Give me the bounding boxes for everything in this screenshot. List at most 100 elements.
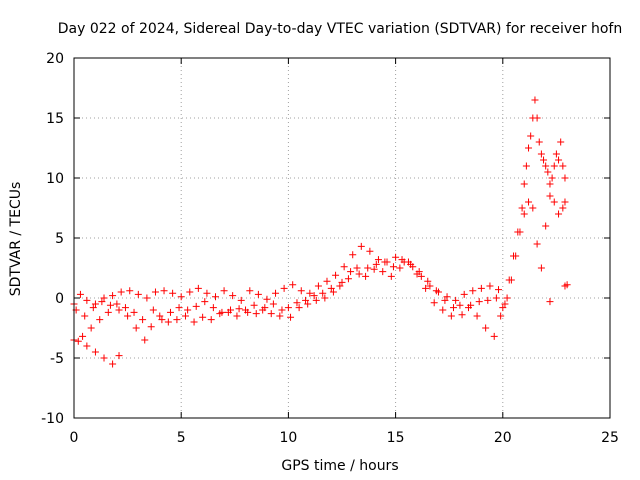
data-point [522, 162, 530, 170]
data-point [540, 156, 548, 164]
data-point [263, 295, 271, 303]
data-point [452, 296, 460, 304]
data-point [544, 168, 552, 176]
data-point [276, 312, 284, 320]
data-point [207, 316, 215, 324]
data-point [398, 256, 406, 264]
data-point [169, 289, 177, 297]
data-point [503, 294, 511, 302]
data-point [417, 272, 425, 280]
data-point [184, 306, 192, 314]
data-point [396, 264, 404, 272]
data-point [323, 277, 331, 285]
data-point [366, 247, 374, 255]
data-point [372, 260, 380, 268]
data-point [117, 288, 125, 296]
data-point [246, 287, 254, 295]
data-point [413, 270, 421, 278]
data-point [542, 222, 550, 230]
data-point [306, 289, 314, 297]
data-point [456, 301, 464, 309]
data-point [158, 316, 166, 324]
data-point [147, 323, 155, 331]
data-point [520, 210, 528, 218]
data-point [501, 300, 509, 308]
data-point [209, 304, 217, 312]
data-point [91, 300, 99, 308]
data-point [252, 310, 260, 318]
data-point [100, 294, 108, 302]
data-point [250, 301, 258, 309]
x-axis-label: GPS time / hours [281, 458, 398, 474]
data-point [284, 304, 292, 312]
data-point [404, 258, 412, 266]
x-tick-label: 0 [70, 430, 79, 446]
data-point [535, 138, 543, 146]
data-point [310, 292, 318, 300]
data-point [537, 264, 545, 272]
data-point [203, 289, 211, 297]
data-point [349, 251, 357, 259]
data-point [555, 156, 563, 164]
data-point [109, 292, 117, 300]
y-tick-label: 5 [55, 231, 64, 247]
axis-ticks: 0 5 10 15 20 25 -10 -5 0 5 10 15 20 [41, 51, 619, 446]
data-point [233, 312, 241, 320]
data-point [177, 293, 185, 301]
y-tick-label: -5 [50, 351, 64, 367]
data-point [83, 296, 91, 304]
data-point [192, 302, 200, 310]
series-track-f [499, 192, 569, 312]
data-point [287, 313, 295, 321]
data-point [424, 277, 432, 285]
data-point [83, 342, 91, 350]
data-point [353, 264, 361, 272]
data-point [327, 284, 335, 292]
data-point [347, 268, 355, 276]
data-point [201, 298, 209, 306]
data-points [70, 96, 571, 368]
data-point [477, 284, 485, 292]
data-point [537, 150, 545, 158]
data-point [340, 263, 348, 271]
data-point [464, 304, 472, 312]
data-point [267, 310, 275, 318]
data-point [561, 174, 569, 182]
data-point [173, 316, 181, 324]
data-point [235, 305, 243, 313]
data-point [430, 299, 438, 307]
data-point [559, 162, 567, 170]
data-point [527, 132, 535, 140]
data-point [546, 298, 554, 306]
data-point [81, 312, 89, 320]
data-point [443, 293, 451, 301]
data-point [175, 304, 183, 312]
data-point [439, 306, 447, 314]
data-point [460, 290, 468, 298]
data-point [357, 242, 365, 250]
data-point [492, 294, 500, 302]
data-point [336, 282, 344, 290]
data-point [289, 281, 297, 289]
data-point [533, 240, 541, 248]
data-point [269, 300, 277, 308]
data-point [186, 288, 194, 296]
data-point [449, 304, 457, 312]
data-point [220, 287, 228, 295]
data-point [525, 198, 533, 206]
data-point [432, 287, 440, 295]
data-point [151, 288, 159, 296]
data-point [329, 288, 337, 296]
data-point [512, 252, 520, 260]
data-point [106, 301, 114, 309]
data-point [533, 114, 541, 122]
data-point [79, 332, 87, 340]
data-point [495, 286, 503, 294]
data-point [561, 198, 569, 206]
data-point [338, 278, 346, 286]
data-point [426, 282, 434, 290]
data-point [314, 282, 322, 290]
x-tick-label: 5 [177, 430, 186, 446]
data-point [441, 296, 449, 304]
data-point [113, 300, 121, 308]
